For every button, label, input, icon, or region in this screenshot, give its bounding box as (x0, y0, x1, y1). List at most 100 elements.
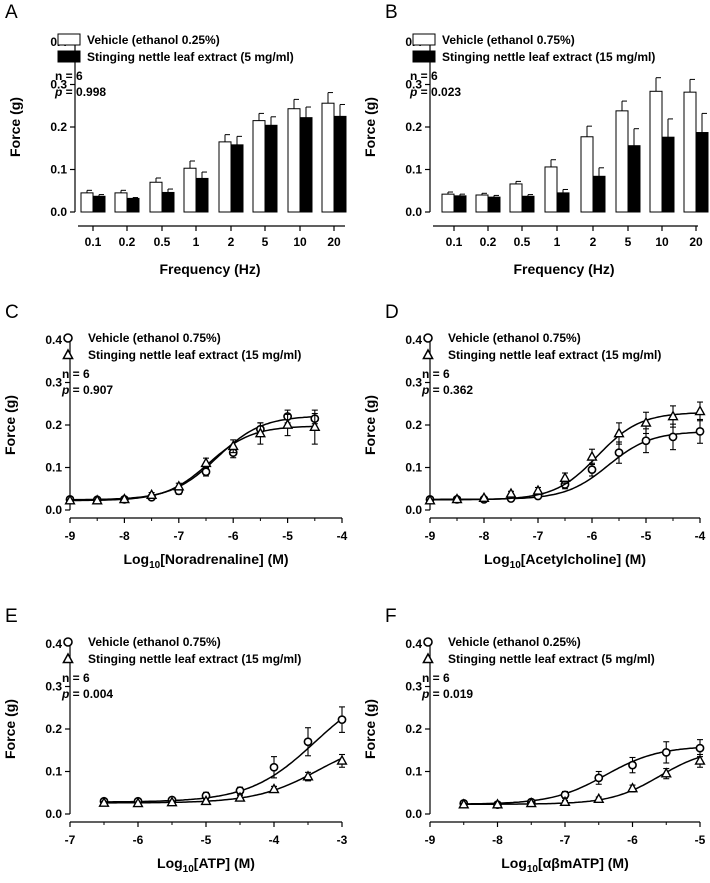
y-tick-label: 0.4 (45, 333, 62, 347)
point-vehicle (614, 448, 624, 458)
y-tick-label: 0.2 (405, 418, 422, 432)
point-extract (613, 427, 625, 438)
bar-extract-20 (695, 132, 709, 213)
point-extract (282, 418, 294, 429)
x-tick-label: -6 (587, 529, 598, 543)
panel-label-D: D (385, 302, 399, 323)
point-extract (227, 439, 239, 451)
point-extract (200, 456, 212, 468)
point-vehicle (695, 743, 705, 753)
x-label-log: Log (157, 855, 183, 871)
legend-swatch-vehicle (412, 33, 436, 46)
y-axis-label: Force (g) (362, 97, 378, 157)
x-tick-label: -5 (282, 529, 293, 543)
stat-p-value: = 0.023 (417, 85, 461, 99)
x-tick-label: 1 (193, 235, 200, 249)
x-axis-label: Log10[Acetylcholine] (M) (484, 551, 646, 571)
point-vehicle (337, 715, 347, 725)
point-extract (336, 754, 348, 765)
x-tick-label: -5 (695, 833, 706, 847)
bar-vehicle-2 (580, 136, 594, 213)
x-tick-label: -6 (627, 833, 638, 847)
point-vehicle (587, 465, 597, 475)
point-extract (640, 416, 652, 427)
fit-curve-extract (463, 756, 701, 805)
point-vehicle (201, 467, 211, 477)
chart-panel-E: 0.0 0.1 0.2 0.3 0.4 Force (g) -7 -6 -5 -4 -3 Log10[… (2, 635, 348, 875)
y-tick-label: 0.1 (405, 163, 422, 177)
point-extract (309, 420, 321, 432)
x-label-sub: 10 (527, 864, 539, 875)
legend-entry: Stinging nettle leaf extract (15 mg/ml) (442, 50, 655, 64)
x-label-log: Log (123, 551, 149, 567)
stat-p: p = 0.023 (409, 85, 461, 99)
legend-swatch-extract (57, 50, 81, 63)
bar-vehicle-20 (321, 102, 335, 213)
legend-marker-circle (423, 333, 433, 343)
point-extract (146, 488, 158, 500)
stat-n: n = 6 (422, 671, 450, 685)
y-tick-label: 0.3 (45, 680, 62, 694)
fit-curve-extract (104, 757, 343, 804)
x-tick-label: 0.2 (480, 235, 497, 249)
point-extract (458, 798, 470, 809)
y-tick-label: 0.4 (405, 333, 422, 347)
legend-entry: Stinging nettle leaf extract (5 mg/ml) (448, 652, 655, 666)
legend-marker-circle (423, 637, 433, 647)
x-tick-label: 5 (262, 235, 269, 249)
legend-swatch-extract (412, 50, 436, 63)
x-axis-label: Frequency (Hz) (513, 261, 614, 277)
point-vehicle (594, 773, 604, 783)
stat-p: p = 0.998 (54, 85, 106, 99)
y-tick-label: 0.1 (405, 461, 422, 475)
legend-entry: Vehicle (ethanol 0.75%) (448, 331, 581, 345)
bar-vehicle-10 (287, 108, 301, 213)
y-tick-label: 0.0 (50, 205, 67, 219)
legend-marker-triangle (62, 348, 74, 360)
stat-p-value: = 0.019 (429, 687, 473, 701)
point-extract (268, 783, 280, 794)
point-vehicle (269, 762, 279, 772)
bar-extract-1 (556, 192, 570, 213)
x-tick-label: 5 (625, 235, 632, 249)
legend-entry: Vehicle (ethanol 0.75%) (88, 331, 221, 345)
stat-n: n = 6 (62, 367, 90, 381)
legend-entry: Stinging nettle leaf extract (15 mg/ml) (88, 652, 301, 666)
stat-n: n = 6 (55, 69, 83, 83)
x-tick-label: -6 (228, 529, 239, 543)
x-tick-label: -4 (337, 529, 348, 543)
point-extract (593, 792, 605, 804)
y-axis-label: Force (g) (362, 699, 378, 759)
point-extract (451, 493, 463, 504)
point-extract (302, 770, 314, 781)
x-axis-label: Log10[αβmATP] (M) (501, 855, 629, 875)
point-extract (559, 795, 571, 806)
point-vehicle (668, 432, 678, 442)
legend-entry: Vehicle (ethanol 0.75%) (88, 635, 221, 649)
stat-p-symbol: p (61, 687, 69, 701)
panel-label-F: F (385, 606, 397, 627)
stat-p-symbol: p (421, 383, 429, 397)
stat-p: p = 0.362 (421, 383, 473, 397)
bar-vehicle-0.2 (114, 192, 128, 213)
point-extract (118, 493, 130, 504)
x-axis-label: Log10[Noradrenaline] (M) (123, 551, 288, 571)
bar-vehicle-1 (183, 167, 197, 213)
x-tick-label: -5 (641, 529, 652, 543)
y-tick-label: 0.3 (50, 78, 67, 92)
y-tick-label: 0.0 (405, 807, 422, 821)
x-tick-label: -7 (560, 833, 571, 847)
chart-panel-D: 0.0 0.1 0.2 0.3 0.4 Force (g) -9 -8 -7 -6 -5 -4 Log1… (362, 331, 706, 571)
bar-extract-2 (230, 144, 244, 213)
y-tick-label: 0.0 (405, 205, 422, 219)
bar-vehicle-0.2 (475, 194, 489, 213)
point-extract (98, 796, 110, 807)
x-tick-label: 20 (689, 235, 703, 249)
bar-extract-10 (299, 117, 313, 213)
point-extract (491, 798, 504, 809)
legend-entry: Stinging nettle leaf extract (15 mg/ml) (448, 348, 661, 362)
x-axis-label: Frequency (Hz) (159, 261, 260, 277)
fit-curve-vehicle (104, 718, 343, 803)
point-extract (64, 494, 76, 505)
